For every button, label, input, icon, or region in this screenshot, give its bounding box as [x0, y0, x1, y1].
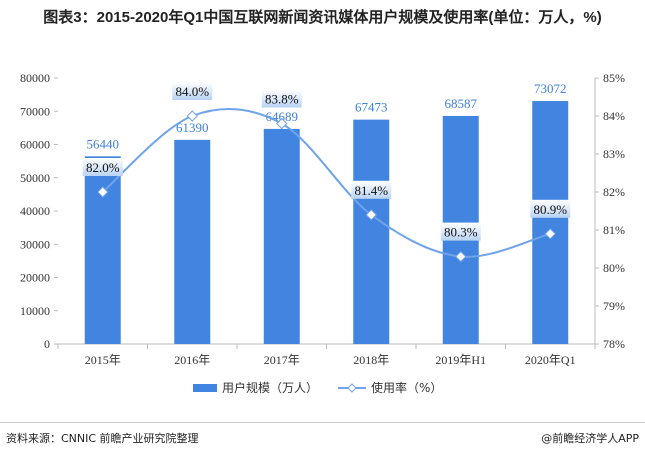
bar [532, 101, 569, 344]
line-value-label: 84.0% [175, 84, 209, 99]
legend-line-marker [347, 383, 357, 393]
line-label-box [440, 222, 481, 241]
line-point-marker [544, 228, 556, 240]
legend-bar-label: 用户规模（万人） [222, 380, 318, 395]
line-label-box [351, 180, 392, 199]
legend-bar-swatch [193, 384, 217, 392]
line-point-marker [365, 209, 377, 221]
line-label-box [172, 82, 213, 100]
line-point-marker [455, 250, 467, 263]
source-note: 资料来源：CNNIC 前瞻产业研究院整理 [6, 432, 199, 445]
y-left-tick-label: 80000 [20, 71, 50, 85]
y-left-tick-label: 50000 [20, 171, 50, 185]
chart-title: 图表3：2015-2020年Q1中国互联网新闻资讯媒体用户规模及使用率(单位：万… [43, 9, 602, 26]
line-value-label: 82.0% [86, 160, 120, 175]
bar-value-label: 67473 [355, 100, 388, 115]
line-value-label: 81.4% [354, 183, 388, 198]
line-point-marker [276, 117, 288, 130]
x-tick-label: 2016年 [174, 353, 210, 367]
y-right-tick-label: 78% [603, 337, 625, 351]
bar [263, 128, 300, 344]
y-left-tick-label: 10000 [20, 304, 50, 318]
bar-value-label: 73072 [534, 81, 567, 96]
x-tick-label: 2015年 [85, 353, 121, 367]
x-tick-label: 2019年H1 [435, 353, 486, 367]
line-label-box [530, 199, 571, 218]
bar-value-label: 68587 [445, 96, 478, 111]
line-label-box [261, 89, 302, 108]
y-left-tick-label: 0 [44, 337, 50, 351]
y-right-tick-label: 85% [603, 71, 625, 85]
y-right-tick-label: 82% [603, 185, 625, 199]
usage-rate-line [102, 108, 551, 258]
x-tick-label: 2017年 [264, 353, 300, 367]
legend-line-label: 使用率（%） [371, 380, 442, 395]
line-value-label: 83.8% [265, 92, 299, 107]
y-left-tick-label: 40000 [20, 204, 50, 218]
x-tick-label: 2018年 [353, 353, 389, 367]
line-label-box [82, 158, 123, 176]
bar [174, 139, 211, 344]
y-right-tick-label: 80% [603, 261, 625, 275]
y-left-tick-label: 70000 [20, 104, 50, 118]
y-left-tick-label: 30000 [20, 237, 50, 251]
y-left-tick-label: 60000 [20, 138, 50, 152]
bar-value-label: 56440 [87, 136, 120, 151]
y-right-tick-label: 79% [603, 299, 625, 313]
y-right-tick-label: 81% [603, 223, 625, 237]
line-point-marker [97, 186, 109, 198]
y-left-tick-label: 20000 [20, 271, 50, 285]
y-right-tick-label: 83% [603, 147, 625, 161]
bar-value-label: 61390 [176, 120, 209, 135]
x-tick-label: 2020年Q1 [525, 353, 576, 367]
y-right-tick-label: 84% [603, 109, 625, 123]
line-value-label: 80.9% [533, 202, 567, 217]
line-value-label: 80.3% [444, 225, 478, 240]
brand-label: @前瞻经济学人APP [541, 432, 639, 445]
line-point-marker [186, 110, 198, 122]
divider [0, 422, 645, 423]
bar [84, 156, 121, 344]
bar [353, 119, 390, 344]
